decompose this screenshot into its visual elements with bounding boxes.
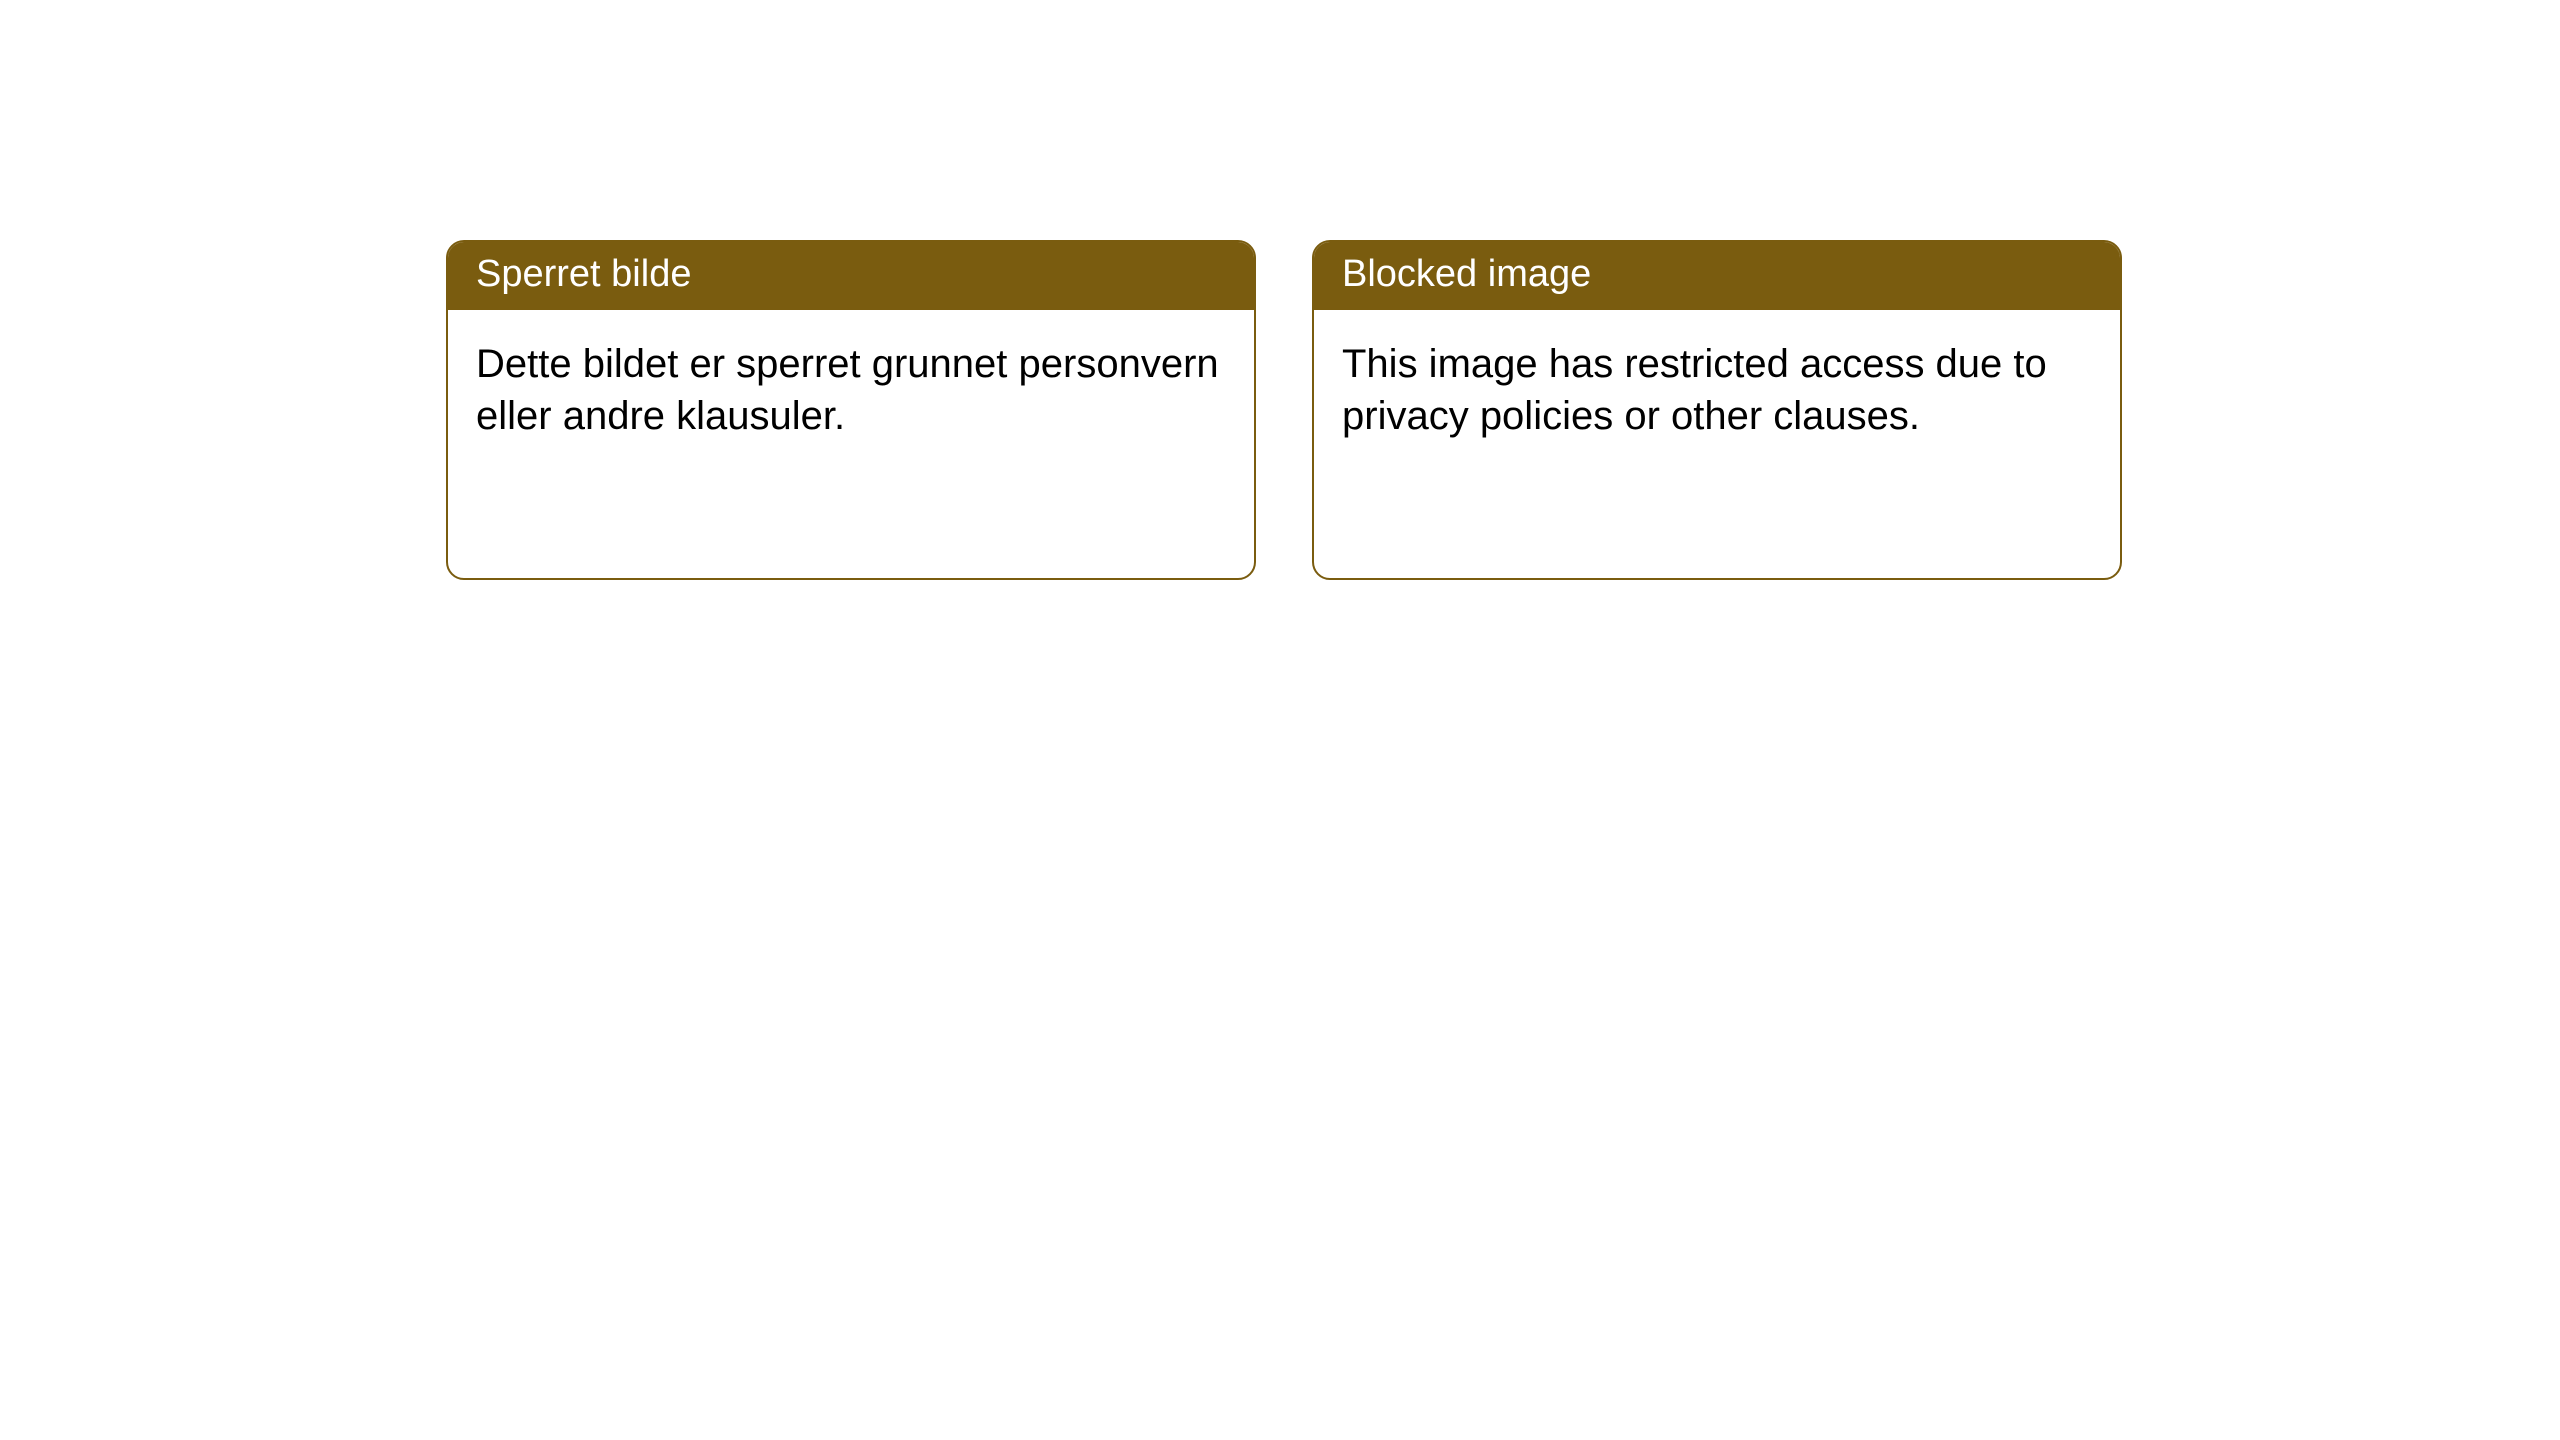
- notice-card-norwegian: Sperret bilde Dette bildet er sperret gr…: [446, 240, 1256, 580]
- notice-card-english: Blocked image This image has restricted …: [1312, 240, 2122, 580]
- card-title: Sperret bilde: [448, 242, 1254, 310]
- card-body-text: This image has restricted access due to …: [1314, 310, 2120, 470]
- card-title: Blocked image: [1314, 242, 2120, 310]
- card-body-text: Dette bildet er sperret grunnet personve…: [448, 310, 1254, 470]
- notice-container: Sperret bilde Dette bildet er sperret gr…: [446, 240, 2122, 580]
